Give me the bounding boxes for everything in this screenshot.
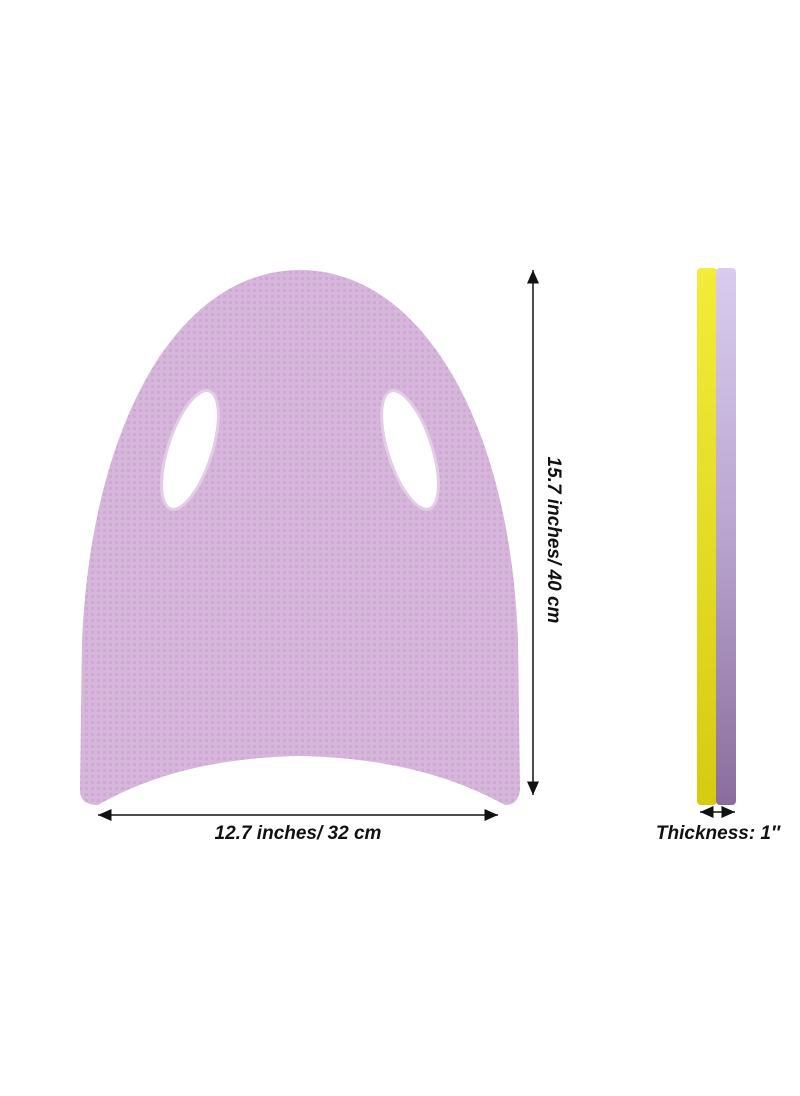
thickness-label: Thickness: 1″ — [656, 823, 781, 844]
board-edge — [697, 268, 736, 805]
width-label: 12.7 inches/ 32 cm — [215, 823, 382, 844]
height-label: 15.7 inches/ 40 cm — [543, 457, 564, 624]
kickboard — [80, 270, 520, 805]
